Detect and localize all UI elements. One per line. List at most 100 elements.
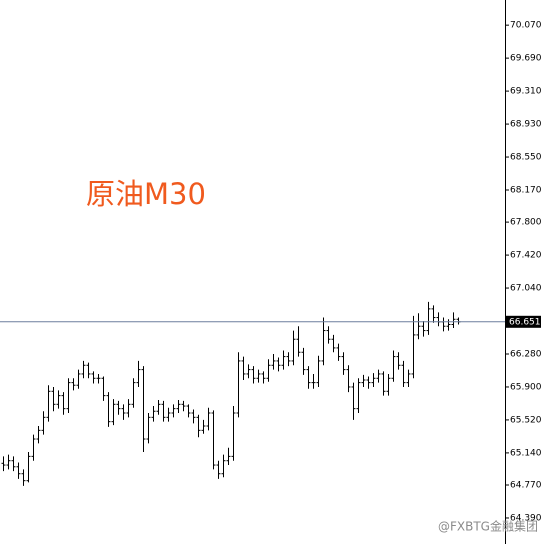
- ohlc-bar: [246, 364, 251, 379]
- ohlc-bar: [226, 447, 231, 466]
- ohlc-bar: [171, 404, 176, 418]
- ohlc-bar: [46, 385, 51, 422]
- y-tick-label: 65.520: [510, 415, 541, 425]
- ohlc-bar: [291, 330, 296, 366]
- ohlc-bar: [451, 312, 456, 328]
- ohlc-bar: [156, 399, 161, 415]
- ohlc-bar: [426, 301, 431, 335]
- ohlc-bar: [76, 369, 81, 389]
- ohlc-bar: [321, 317, 326, 366]
- ohlc-bar: [271, 353, 276, 370]
- ohlc-bar: [251, 366, 256, 384]
- y-tick-label: 67.800: [510, 218, 541, 228]
- ohlc-bar: [331, 334, 336, 353]
- ohlc-bar: [161, 400, 166, 422]
- ohlc-bar: [106, 392, 111, 427]
- ohlc-bar: [286, 352, 291, 367]
- ohlc-bar: [326, 326, 331, 344]
- ohlc-bar: [281, 350, 286, 370]
- y-tick-label: 69.690: [510, 54, 541, 64]
- ohlc-bar: [196, 414, 201, 438]
- y-tick-label: 64.770: [510, 481, 541, 491]
- ohlc-bar: [376, 369, 381, 383]
- ohlc-bar: [386, 373, 391, 396]
- ohlc-bar: [391, 350, 396, 382]
- ohlc-bar: [211, 410, 216, 470]
- ohlc-bar: [36, 426, 41, 444]
- ohlc-bar: [311, 373, 316, 389]
- ohlc-bar: [141, 366, 146, 453]
- ohlc-bar: [341, 352, 346, 375]
- ohlc-bar: [131, 378, 136, 408]
- ohlc-bar: [381, 371, 386, 396]
- ohlc-bar: [361, 374, 366, 387]
- ohlc-bar: [116, 400, 121, 415]
- ohlc-bar: [421, 321, 426, 337]
- ohlc-bar: [431, 305, 436, 323]
- ohlc-bar: [346, 365, 351, 393]
- ohlc-bar: [1, 456, 6, 472]
- ohlc-bar: [406, 369, 411, 387]
- ohlc-bar: [231, 406, 236, 461]
- ohlc-bar: [176, 399, 181, 413]
- ohlc-bar: [126, 399, 131, 418]
- watermark: @FXBTG金融集团: [438, 519, 538, 534]
- ohlc-bar: [401, 360, 406, 387]
- ohlc-bar: [26, 452, 31, 483]
- ohlc-bar: [216, 460, 221, 479]
- ohlc-bar: [221, 454, 226, 478]
- ohlc-bar: [91, 371, 96, 384]
- ohlc-bar: [206, 407, 211, 431]
- y-tick-label: 68.550: [510, 153, 541, 163]
- ohlc-bar: [186, 404, 191, 418]
- ohlc-bar: [61, 392, 66, 415]
- ohlc-bar: [86, 362, 91, 379]
- ohlc-bar: [181, 400, 186, 412]
- ohlc-bar: [316, 355, 321, 387]
- ohlc-bar: [71, 378, 76, 391]
- y-tick-label: 65.140: [510, 448, 541, 458]
- y-tick-label: 65.900: [510, 382, 541, 392]
- ohlc-bar: [191, 409, 196, 424]
- ohlc-bar: [66, 378, 71, 413]
- y-tick-label: 64.390: [510, 513, 541, 523]
- ohlc-bar: [81, 360, 86, 379]
- ohlc-bar: [96, 373, 101, 384]
- ohlc-bar: [166, 407, 171, 422]
- ohlc-bar: [101, 376, 106, 401]
- ohlc-bar: [41, 411, 46, 435]
- ohlc-bar: [201, 419, 206, 434]
- ohlc-bar: [446, 319, 451, 331]
- y-tick-label: 67.040: [510, 284, 541, 294]
- y-tick-label: 68.930: [510, 120, 541, 130]
- ohlc-bar: [261, 371, 266, 384]
- y-tick-label: 69.310: [510, 87, 541, 97]
- ohlc-bar: [241, 356, 246, 381]
- ohlc-bar: [121, 404, 126, 420]
- y-tick-label: 66.280: [510, 349, 541, 359]
- ohlc-bar: [296, 326, 301, 357]
- ohlc-bar: [21, 469, 26, 486]
- ohlc-bar: [256, 369, 261, 383]
- price-label: 66.651: [509, 317, 541, 327]
- ohlc-bar: [56, 390, 61, 409]
- ohlc-bar: [411, 315, 416, 379]
- ohlc-bar: [111, 399, 116, 426]
- ohlc-bar: [151, 406, 156, 422]
- ohlc-bar: [236, 352, 241, 418]
- ohlc-bar: [301, 347, 306, 375]
- ohlc-bar: [16, 462, 21, 479]
- ohlc-bar: [136, 360, 141, 387]
- ohlc-bar: [336, 343, 341, 361]
- ohlc-bar: [356, 378, 361, 413]
- ohlc-bar: [146, 412, 151, 444]
- ohlc-bar: [366, 376, 371, 389]
- ohlc-bar: [351, 382, 356, 420]
- price-box: [506, 315, 541, 328]
- ohlc-bar: [416, 313, 421, 340]
- ohlc-bar: [11, 456, 16, 472]
- ohlc-bar: [31, 434, 36, 461]
